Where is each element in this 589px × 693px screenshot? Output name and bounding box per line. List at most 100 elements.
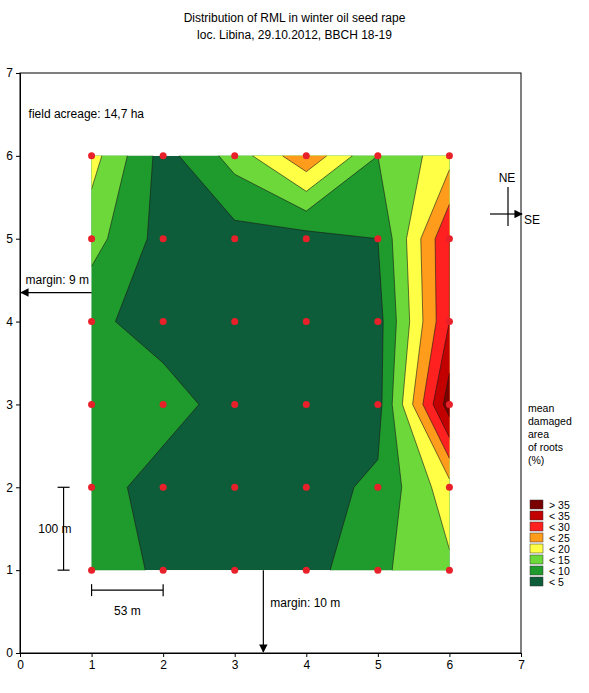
x-tick-mark (378, 653, 379, 657)
plot-frame (20, 73, 521, 653)
x-tick: 4 (303, 653, 310, 672)
x-tick-label: 5 (375, 658, 382, 672)
y-axis-line (16, 74, 21, 654)
y-axis: 01234567 (6, 66, 20, 660)
sample-point (446, 318, 453, 325)
legend-label: < 5 (549, 576, 564, 588)
y-tick-label: 2 (6, 481, 13, 495)
compass-arrow (490, 213, 522, 214)
y-tick: 1 (6, 563, 20, 577)
y-tick: 3 (6, 398, 20, 412)
sample-point (160, 401, 167, 408)
sample-point (303, 484, 310, 491)
x-tick-mark (306, 653, 307, 657)
y-tick-label: 7 (6, 66, 13, 80)
field-acreage: field acreage: 14,7 ha (29, 107, 145, 121)
y-tick: 0 (6, 646, 20, 660)
y-tick: 2 (6, 481, 20, 495)
scale-vertical-cap (58, 487, 70, 488)
legend-title: mean (528, 402, 554, 414)
sample-point (303, 152, 310, 159)
compass-se: SE (524, 213, 540, 227)
compass-ne: NE (499, 171, 516, 185)
margin-left-arrow (21, 292, 92, 293)
x-tick-label: 0 (17, 658, 24, 672)
y-tick-label: 3 (6, 398, 13, 412)
x-tick-label: 3 (232, 658, 239, 672)
subtitle: loc. Libina, 29.10.2012, BBCH 18-19 (197, 28, 392, 42)
contour-band (282, 156, 449, 479)
y-tick-label: 1 (6, 563, 13, 577)
margin-bottom-arrow (263, 570, 264, 652)
sample-point (303, 401, 310, 408)
chart: Distribution of RML in winter oil seed r… (0, 0, 589, 693)
title: Distribution of RML in winter oil seed r… (184, 11, 406, 25)
x-axis: 0 1 2 3 4 5 6 7 (17, 653, 525, 672)
x-tick-mark (449, 653, 450, 657)
scale-horizontal-cap (163, 584, 164, 596)
sample-point (88, 235, 95, 242)
sample-point (446, 484, 453, 491)
contour-band (92, 156, 450, 570)
sample-point (446, 401, 453, 408)
sample-point (374, 318, 381, 325)
sample-point (160, 567, 167, 574)
sample-point (231, 484, 238, 491)
contour-band (443, 373, 449, 417)
legend-title: area (528, 428, 549, 440)
contour-band (423, 204, 450, 458)
legend-title: damaged (528, 415, 572, 427)
sample-point (88, 567, 95, 574)
margin-bottom-label: margin: 10 m (270, 596, 340, 610)
sample-point (374, 235, 381, 242)
sample-point (446, 152, 453, 159)
scale-horizontal-label: 53 m (114, 604, 141, 618)
legend-swatch (530, 533, 543, 542)
x-tick-mark (163, 653, 164, 657)
sample-point (88, 484, 95, 491)
y-tick: 6 (6, 149, 20, 163)
y-tick-label: 0 (6, 646, 13, 660)
y-tick-mark (16, 73, 20, 74)
x-tick-label: 2 (160, 658, 167, 672)
y-tick-label: 6 (6, 149, 13, 163)
legend-title: of roots (528, 441, 563, 453)
x-tick-label: 4 (303, 658, 310, 672)
scale-horizontal-cap (91, 584, 92, 596)
sample-points (88, 152, 453, 573)
x-axis-line (21, 654, 522, 658)
legend-swatch (530, 566, 543, 575)
x-tick: 1 (89, 653, 96, 672)
x-tick: 7 (518, 653, 525, 672)
contour-band (92, 156, 450, 550)
legend-swatch (530, 522, 543, 531)
x-tick: 3 (232, 653, 239, 672)
y-tick-label: 4 (6, 315, 13, 329)
sample-point (303, 567, 310, 574)
x-tick-label: 6 (447, 658, 454, 672)
sample-point (88, 401, 95, 408)
scale-vertical-cap (58, 570, 70, 571)
x-tick-mark (235, 653, 236, 657)
x-tick: 5 (375, 653, 382, 672)
y-tick-mark (16, 404, 20, 405)
sample-point (231, 401, 238, 408)
y-tick-mark (16, 487, 20, 488)
y-tick: 4 (6, 315, 20, 329)
sample-point (374, 567, 381, 574)
sample-point (160, 318, 167, 325)
legend-swatch (530, 555, 543, 564)
x-tick: 6 (447, 653, 454, 672)
legend: meandamagedareaof roots(%)> 35< 35< 30< … (528, 402, 572, 588)
sample-point (231, 318, 238, 325)
contour-band (92, 156, 450, 570)
legend-swatch (530, 544, 543, 553)
y-tick-mark (16, 570, 20, 571)
x-tick: 0 (17, 653, 24, 672)
x-tick-mark (92, 653, 93, 657)
x-tick: 2 (160, 653, 167, 672)
sample-point (446, 235, 453, 242)
annotations: field acreage: 14,7 ha margin: 9 m margin:… (21, 107, 540, 652)
compass-vertical (507, 187, 508, 226)
margin-left-label: margin: 9 m (26, 273, 89, 287)
